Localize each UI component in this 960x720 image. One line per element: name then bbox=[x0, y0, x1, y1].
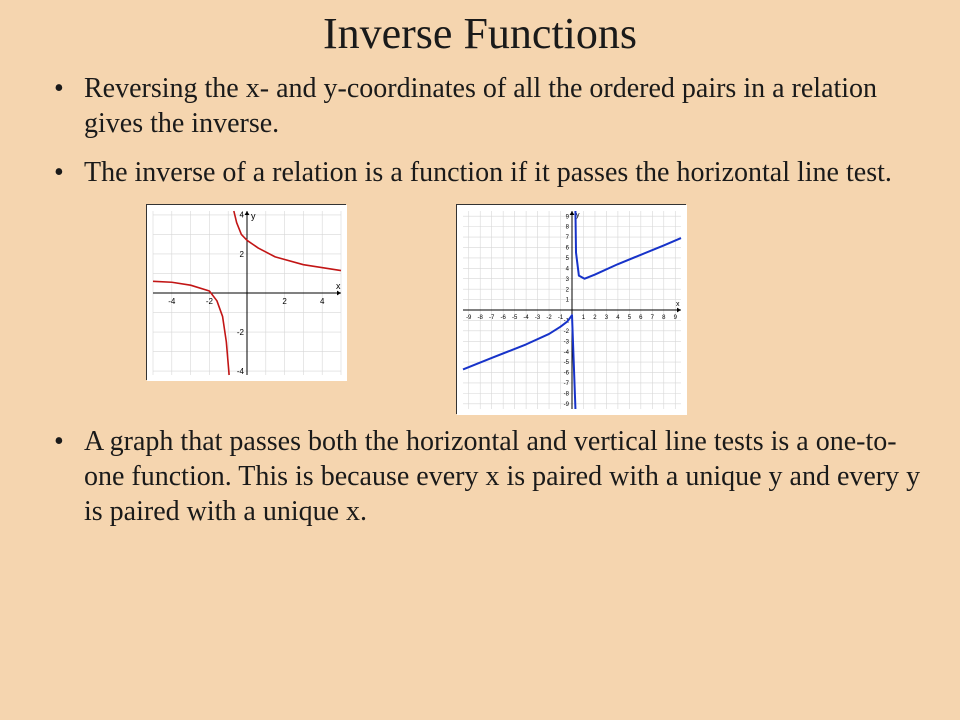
graph-cubic: -9-8-7-6-5-4-3-2-1123456789-9-8-7-6-5-4-… bbox=[456, 204, 686, 414]
bullet-list: A graph that passes both the horizontal … bbox=[36, 424, 924, 529]
svg-text:-4: -4 bbox=[168, 297, 176, 306]
svg-text:-2: -2 bbox=[564, 329, 570, 335]
svg-text:-5: -5 bbox=[512, 315, 518, 321]
svg-text:-2: -2 bbox=[237, 328, 245, 337]
svg-text:-3: -3 bbox=[535, 315, 541, 321]
svg-text:-7: -7 bbox=[489, 315, 495, 321]
svg-text:x: x bbox=[676, 301, 680, 308]
svg-text:-8: -8 bbox=[478, 315, 484, 321]
graph-hyperbola: -4 -2 2 4 -4 -2 2 4 x y bbox=[146, 204, 346, 380]
svg-text:-9: -9 bbox=[564, 402, 570, 408]
svg-text:x: x bbox=[336, 281, 341, 291]
graphs-row: -4-224-4-224xy -9-8-7-6-5-4-3-2-11234567… bbox=[146, 204, 924, 414]
svg-text:-4: -4 bbox=[564, 350, 570, 356]
bullet-item: The inverse of a relation is a function … bbox=[54, 155, 924, 190]
svg-text:y: y bbox=[576, 212, 580, 219]
svg-text:4: 4 bbox=[240, 211, 245, 220]
bullet-item: A graph that passes both the horizontal … bbox=[54, 424, 924, 529]
svg-text:-2: -2 bbox=[206, 297, 214, 306]
svg-text:-9: -9 bbox=[466, 315, 472, 321]
svg-text:-8: -8 bbox=[564, 391, 570, 397]
svg-text:-4: -4 bbox=[237, 367, 245, 376]
svg-text:2: 2 bbox=[282, 297, 287, 306]
slide: Inverse Functions Reversing the x- and y… bbox=[0, 0, 960, 720]
bullet-item: Reversing the x- and y-coordinates of al… bbox=[54, 71, 924, 141]
svg-text:2: 2 bbox=[240, 250, 245, 259]
bullet-list: Reversing the x- and y-coordinates of al… bbox=[36, 71, 924, 190]
svg-text:-2: -2 bbox=[546, 315, 552, 321]
slide-title: Inverse Functions bbox=[36, 8, 924, 59]
svg-text:-3: -3 bbox=[564, 339, 570, 345]
svg-text:-4: -4 bbox=[523, 315, 529, 321]
svg-text:y: y bbox=[251, 211, 256, 221]
svg-text:-6: -6 bbox=[500, 315, 506, 321]
svg-text:-5: -5 bbox=[564, 360, 570, 366]
svg-text:-6: -6 bbox=[564, 371, 570, 377]
svg-text:-7: -7 bbox=[564, 381, 570, 387]
svg-text:4: 4 bbox=[320, 297, 325, 306]
